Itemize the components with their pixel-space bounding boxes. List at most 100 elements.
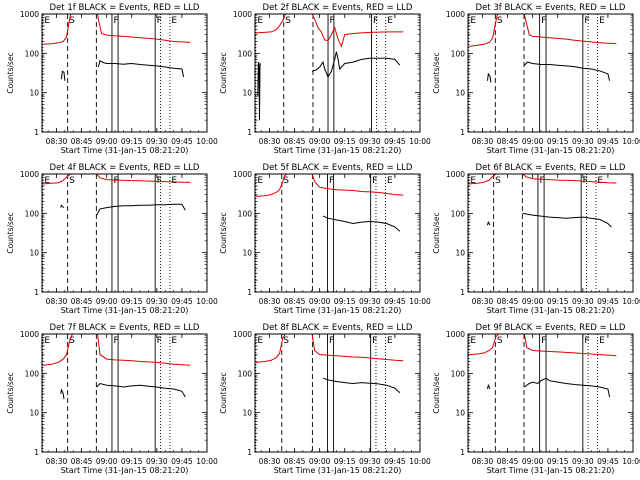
x-tick-label: 09:30 (146, 137, 168, 146)
x-tick-label: 10:00 (409, 457, 431, 466)
marker-label: E (44, 336, 50, 346)
x-tick-label: 08:45 (497, 457, 519, 466)
x-tick-label: 08:30 (472, 297, 494, 306)
events-series-line (322, 377, 401, 394)
x-tick-label: 09:30 (572, 297, 594, 306)
y-tick-label: 100 (238, 49, 253, 58)
marker-label: E (171, 176, 177, 186)
x-tick-label: 10:00 (409, 297, 431, 306)
y-tick-label: 100 (451, 49, 466, 58)
lld-series-line (256, 14, 292, 34)
y-tick-label: 100 (238, 209, 253, 218)
marker-label: S (69, 176, 75, 186)
lld-series-line (311, 334, 404, 362)
plot-frame (41, 333, 208, 453)
y-tick-label: 10 (242, 409, 252, 418)
y-tick-label: 100 (238, 369, 253, 378)
chart-panel-4: Det 4f BLACK = Events, RED = LLD 08:30 08:… (6, 163, 218, 315)
marker-label: F (113, 16, 118, 26)
lld-series-line (469, 174, 500, 185)
lld-series-line (97, 14, 191, 43)
plot-area (469, 14, 617, 83)
chart-title: Det 8f BLACK = Events, RED = LLD (263, 323, 413, 333)
chart-title: Det 4f BLACK = Events, RED = LLD (50, 163, 200, 173)
y-axis-label: Counts/sec (6, 212, 15, 253)
x-tick-label: 09:15 (334, 297, 356, 306)
x-tick-label: 10:00 (196, 457, 218, 466)
lld-series-line (97, 334, 191, 366)
y-tick-label: 1 (247, 288, 252, 297)
x-tick-label: 09:15 (121, 137, 143, 146)
x-tick-label: 10:00 (196, 297, 218, 306)
y-tick-label: 1000 (233, 10, 252, 19)
x-tick-label: 09:00 (522, 297, 544, 306)
x-axis-label: Start Time (31-Jan-15 08:21:20) (487, 306, 615, 315)
chart-panel-9: Det 9f BLACK = Events, RED = LLD 08:30 08:… (432, 323, 640, 475)
chart-panel-6: Det 6f BLACK = Events, RED = LLD 08:30 08:… (432, 163, 640, 315)
x-tick-label: 09:45 (384, 457, 406, 466)
x-tick-label: 09:30 (572, 137, 594, 146)
x-tick-label: 08:45 (284, 137, 306, 146)
plot-frame (41, 13, 208, 133)
marker-label: E (387, 16, 393, 26)
x-tick-label: 09:30 (146, 297, 168, 306)
events-series-line (522, 212, 612, 228)
marker-label: S (69, 336, 75, 346)
marker-label: F (329, 336, 334, 346)
y-axis-label: Counts/sec (6, 372, 15, 413)
plot-area (43, 174, 191, 216)
x-tick-label: 09:45 (597, 297, 619, 306)
marker-label: E (257, 176, 263, 186)
x-tick-label: 09:15 (547, 137, 569, 146)
marker-label: E (44, 176, 50, 186)
y-tick-label: 1000 (233, 330, 252, 339)
marker-label: E (599, 16, 605, 26)
chart-title: Det 6f BLACK = Events, RED = LLD (476, 163, 626, 173)
events-series-line (524, 377, 611, 398)
marker-label: F (372, 336, 377, 346)
marker-label: S (283, 176, 289, 186)
lld-series-line (43, 14, 74, 45)
marker-label: F (541, 336, 546, 346)
plot-frame (41, 173, 208, 293)
events-series-line (96, 382, 186, 398)
x-tick-label: 09:45 (597, 457, 619, 466)
y-tick-label: 1000 (20, 170, 39, 179)
marker-label: F (330, 16, 335, 26)
marker-label: F (539, 176, 544, 186)
lld-series-line (469, 334, 499, 356)
x-tick-label: 08:45 (71, 297, 93, 306)
y-axis-label: Counts/sec (432, 52, 441, 93)
marker-label: S (495, 176, 501, 186)
y-tick-label: 10 (455, 249, 465, 258)
x-tick-label: 09:45 (171, 297, 193, 306)
x-tick-label: 09:00 (522, 457, 544, 466)
x-tick-label: 09:30 (359, 297, 381, 306)
chart-title: Det 7f BLACK = Events, RED = LLD (50, 323, 200, 333)
marker-label: E (599, 336, 605, 346)
y-tick-label: 1 (34, 128, 39, 137)
marker-label: E (470, 16, 476, 26)
y-tick-label: 100 (25, 209, 40, 218)
x-tick-label: 08:45 (71, 137, 93, 146)
x-tick-label: 09:00 (96, 297, 118, 306)
y-tick-label: 1000 (446, 330, 465, 339)
events-series-line (487, 383, 491, 390)
lld-series-line (523, 334, 617, 357)
y-tick-label: 10 (29, 409, 39, 418)
x-tick-label: 09:30 (359, 457, 381, 466)
x-tick-label: 09:30 (359, 137, 381, 146)
y-tick-label: 100 (25, 49, 40, 58)
chart-panel-8: Det 8f BLACK = Events, RED = LLD 08:30 08:… (219, 323, 431, 475)
x-tick-label: 09:45 (171, 457, 193, 466)
marker-label: F (372, 176, 377, 186)
y-tick-label: 1 (247, 128, 252, 137)
x-tick-label: 08:45 (497, 297, 519, 306)
y-tick-label: 10 (29, 89, 39, 98)
x-tick-label: 08:30 (46, 137, 68, 146)
y-tick-label: 10 (242, 89, 252, 98)
y-tick-label: 1000 (233, 170, 252, 179)
y-tick-label: 1 (247, 448, 252, 457)
y-axis-label: Counts/sec (6, 52, 15, 93)
chart-title: Det 9f BLACK = Events, RED = LLD (476, 323, 626, 333)
